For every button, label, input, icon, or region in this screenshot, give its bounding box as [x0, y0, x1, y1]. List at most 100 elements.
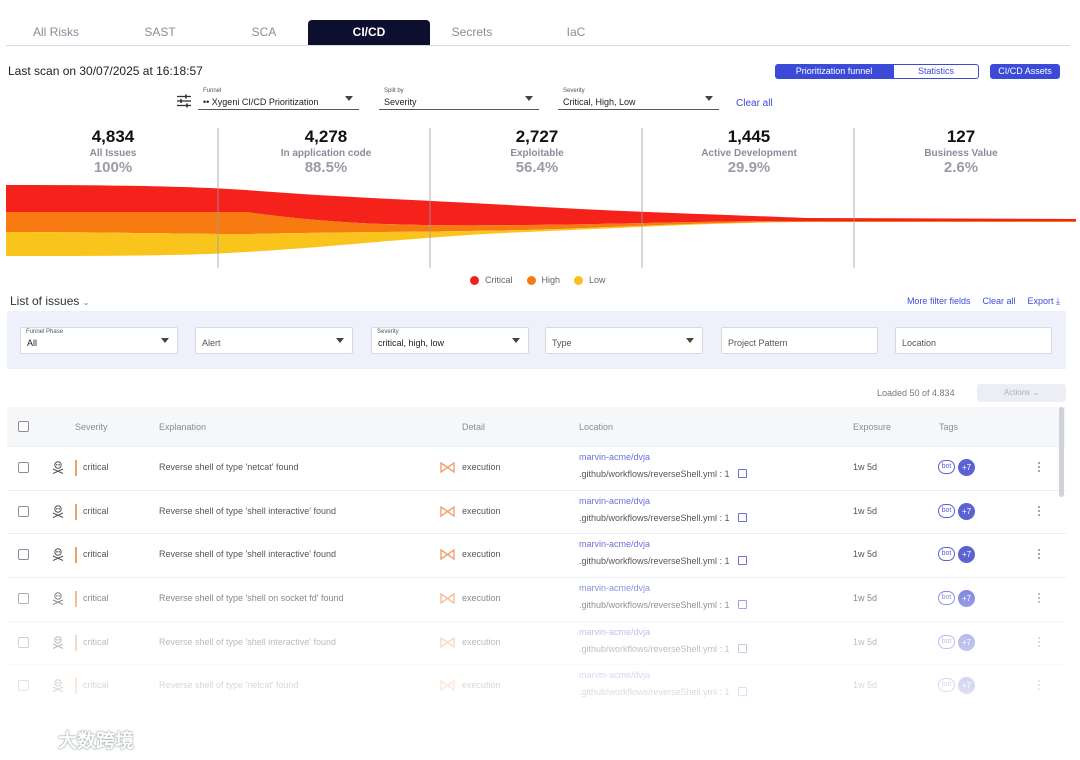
more-filter-fields-link[interactable]: More filter fields [906, 296, 971, 306]
external-link-icon[interactable] [738, 556, 747, 566]
location-repo-link[interactable]: marvin-acme/dvja [579, 626, 651, 637]
stage-count: 4,834 [91, 127, 135, 146]
row-checkbox[interactable] [18, 505, 29, 517]
external-link-icon[interactable] [738, 687, 747, 697]
more-tags-badge[interactable]: +7 [958, 502, 975, 520]
severity-select-value: Critical, High, Low [563, 97, 636, 107]
split-by-select[interactable]: Split by Severity [379, 88, 539, 110]
statistics-button[interactable]: Statistics [893, 64, 979, 79]
explanation-text[interactable]: Reverse shell of type 'netcat' found [159, 680, 299, 691]
funnel-stage-exploitable: 2,727 Exploitable 56.4% [437, 127, 637, 176]
bot-tag[interactable]: bot [938, 591, 955, 606]
row-menu-icon[interactable] [1038, 680, 1041, 692]
external-link-icon[interactable] [738, 643, 747, 653]
explanation-text[interactable]: Reverse shell of type 'shell interactive… [159, 636, 337, 647]
row-checkbox[interactable] [18, 593, 29, 605]
table-row[interactable]: critical Reverse shell of type 'shell in… [7, 491, 1066, 535]
location-repo-link[interactable]: marvin-acme/dvja [579, 452, 651, 462]
tab-secrets[interactable]: Secrets [451, 25, 493, 39]
explanation-text[interactable]: Reverse shell of type 'shell on socket f… [159, 593, 344, 604]
row-menu-icon[interactable] [1038, 593, 1041, 605]
explanation-text[interactable]: Reverse shell of type 'shell interactive… [159, 505, 337, 516]
project-pattern-input[interactable]: Project Pattern [721, 327, 878, 354]
skull-crossbones-icon [52, 636, 64, 649]
prioritization-funnel-button[interactable]: Prioritization funnel [775, 64, 893, 79]
table-row[interactable]: critical Reverse shell of type 'shell in… [7, 534, 1066, 579]
col-exposure[interactable]: Exposure [853, 422, 892, 432]
more-tags-badge[interactable]: +7 [958, 633, 975, 651]
more-tags-badge[interactable]: +7 [958, 590, 975, 608]
clear-all-top-link[interactable]: Clear all [736, 98, 773, 109]
row-checkbox[interactable] [18, 462, 29, 473]
tab-cicd[interactable]: CI/CD [308, 20, 430, 45]
funnel-phase-select[interactable]: Funnel Phase All [20, 327, 178, 354]
external-link-icon[interactable] [738, 469, 747, 478]
row-menu-icon[interactable] [1038, 505, 1041, 518]
location-repo-link[interactable]: marvin-acme/dvja [579, 539, 651, 550]
explanation-text[interactable]: Reverse shell of type 'netcat' found [159, 462, 299, 472]
row-menu-icon[interactable] [1038, 636, 1041, 649]
location-repo-link[interactable]: marvin-acme/dvja [579, 495, 651, 506]
external-link-icon[interactable] [738, 512, 747, 522]
funnel-phase-value: All [27, 338, 38, 348]
bot-tag[interactable]: bot [938, 634, 955, 649]
prioritization-funnel-chart [6, 128, 1076, 268]
bot-tag[interactable]: bot [938, 503, 955, 518]
stage-name: Active Development [701, 148, 797, 159]
detail-text: execution [462, 593, 501, 604]
table-row[interactable]: critical Reverse shell of type 'netcat' … [7, 447, 1066, 491]
explanation-text[interactable]: Reverse shell of type 'shell interactive… [159, 549, 337, 560]
severity-select[interactable]: Severity Critical, High, Low [558, 88, 719, 110]
bot-tag[interactable]: bot [938, 678, 955, 693]
last-scan-text: Last scan on 30/07/2025 at 16:18:57 [8, 64, 203, 78]
actions-button[interactable]: Actions ⌄ [977, 384, 1066, 402]
location-input[interactable]: Location [895, 327, 1052, 354]
cicd-assets-button[interactable]: CI/CD Assets [990, 64, 1060, 79]
tab-iac[interactable]: IaC [566, 25, 586, 39]
type-select[interactable]: Type [545, 327, 703, 354]
list-severity-select[interactable]: Severity critical, high, low [371, 327, 529, 354]
clear-all-link[interactable]: Clear all [982, 296, 1016, 306]
alert-select[interactable]: Alert [195, 327, 353, 354]
bot-tag[interactable]: bot [938, 460, 955, 474]
filter-settings-icon[interactable] [176, 94, 192, 108]
more-tags-badge[interactable]: +7 [958, 459, 975, 476]
col-location[interactable]: Location [579, 422, 614, 432]
table-row[interactable]: critical Reverse shell of type 'shell in… [7, 622, 1066, 666]
col-tags[interactable]: Tags [939, 422, 959, 432]
table-row[interactable]: critical Reverse shell of type 'shell on… [7, 578, 1066, 622]
more-tags-badge[interactable]: +7 [958, 677, 975, 695]
col-detail[interactable]: Detail [462, 422, 486, 432]
severity-value: critical [83, 593, 109, 604]
row-menu-icon[interactable] [1038, 462, 1041, 474]
chevron-down-icon: ⌄ [1032, 388, 1040, 397]
tab-sca[interactable]: SCA [251, 25, 277, 39]
location-repo-link[interactable]: marvin-acme/dvja [579, 583, 651, 594]
row-checkbox[interactable] [18, 680, 29, 692]
more-tags-badge[interactable]: +7 [958, 546, 975, 564]
row-checkbox[interactable] [18, 636, 29, 648]
table-row[interactable]: critical Reverse shell of type 'netcat' … [7, 665, 1066, 710]
col-severity[interactable]: Severity [75, 422, 108, 432]
actions-label: Actions [1003, 388, 1031, 397]
table-header: Severity Explanation Detail Location Exp… [7, 407, 1066, 447]
row-menu-icon[interactable] [1038, 549, 1041, 561]
bot-tag[interactable]: bot [938, 547, 955, 562]
tab-sast[interactable]: SAST [144, 25, 176, 39]
exposure-value: 1w 5d [853, 549, 878, 560]
watermark-text: 大数跨境 [58, 731, 135, 752]
list-severity-value: critical, high, low [378, 338, 445, 348]
export-link[interactable]: Export ⤓ [1027, 296, 1060, 307]
external-link-icon[interactable] [738, 600, 747, 610]
list-of-issues-toggle[interactable]: List of issues ⌄ [10, 294, 89, 308]
location-repo-link[interactable]: marvin-acme/dvja [579, 670, 651, 681]
col-explanation[interactable]: Explanation [159, 422, 207, 432]
skull-crossbones-icon [52, 679, 64, 693]
stage-name: In application code [280, 148, 372, 159]
table-scrollbar[interactable] [1059, 407, 1064, 497]
funnel-select[interactable]: Funnel •• Xygeni CI/CD Prioritization [198, 88, 359, 110]
select-all-checkbox[interactable] [18, 421, 29, 432]
tab-all-risks[interactable]: All Risks [32, 25, 79, 39]
download-icon: ⤓ [1056, 296, 1060, 306]
row-checkbox[interactable] [18, 549, 29, 561]
